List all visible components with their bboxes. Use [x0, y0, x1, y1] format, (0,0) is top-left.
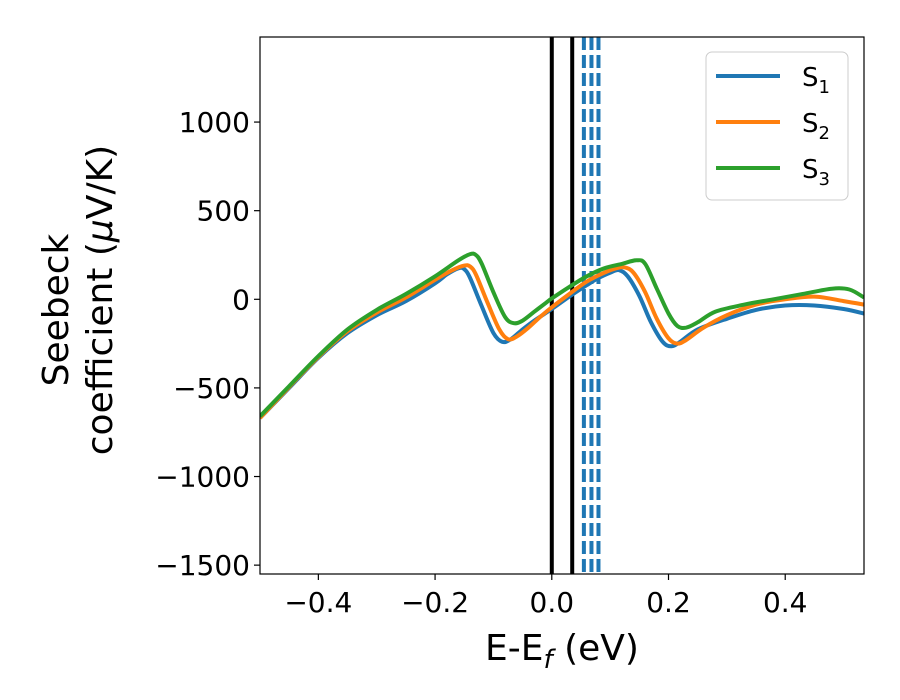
y-tick-label: 500 — [197, 195, 250, 228]
x-tick-label: 0.0 — [530, 586, 575, 619]
y-tick-label: 1000 — [179, 106, 250, 139]
series-line-s2 — [260, 263, 864, 420]
y-axis-label-line1: Seebeck — [36, 233, 77, 386]
x-tick-label: −0.4 — [284, 586, 352, 619]
legend-box — [705, 51, 849, 201]
legend-label-s3: S3 — [802, 155, 830, 190]
legend: S1 S2 S3 — [705, 51, 849, 201]
legend-label-s2: S2 — [802, 109, 830, 144]
x-tick-label: 0.4 — [763, 586, 808, 619]
y-axis-ticks: −1500 −1000 −500 0 500 1000 — [155, 106, 260, 582]
x-tick-label: 0.2 — [646, 586, 691, 619]
y-tick-label: −1500 — [155, 549, 250, 582]
y-axis-label-line2: coefficient (μV/K) — [80, 145, 121, 455]
x-axis-ticks: −0.4 −0.2 0.0 0.2 0.4 — [284, 574, 807, 619]
x-tick-label: −0.2 — [401, 586, 469, 619]
series-lines — [260, 251, 864, 420]
x-axis-label: E-Ef (eV) — [485, 628, 639, 675]
y-tick-label: −500 — [173, 372, 250, 405]
y-tick-label: 0 — [232, 283, 250, 316]
series-line-s3 — [260, 251, 864, 418]
legend-label-s1: S1 — [802, 63, 830, 98]
plot-frame — [259, 36, 865, 575]
y-tick-label: −1000 — [155, 461, 250, 494]
